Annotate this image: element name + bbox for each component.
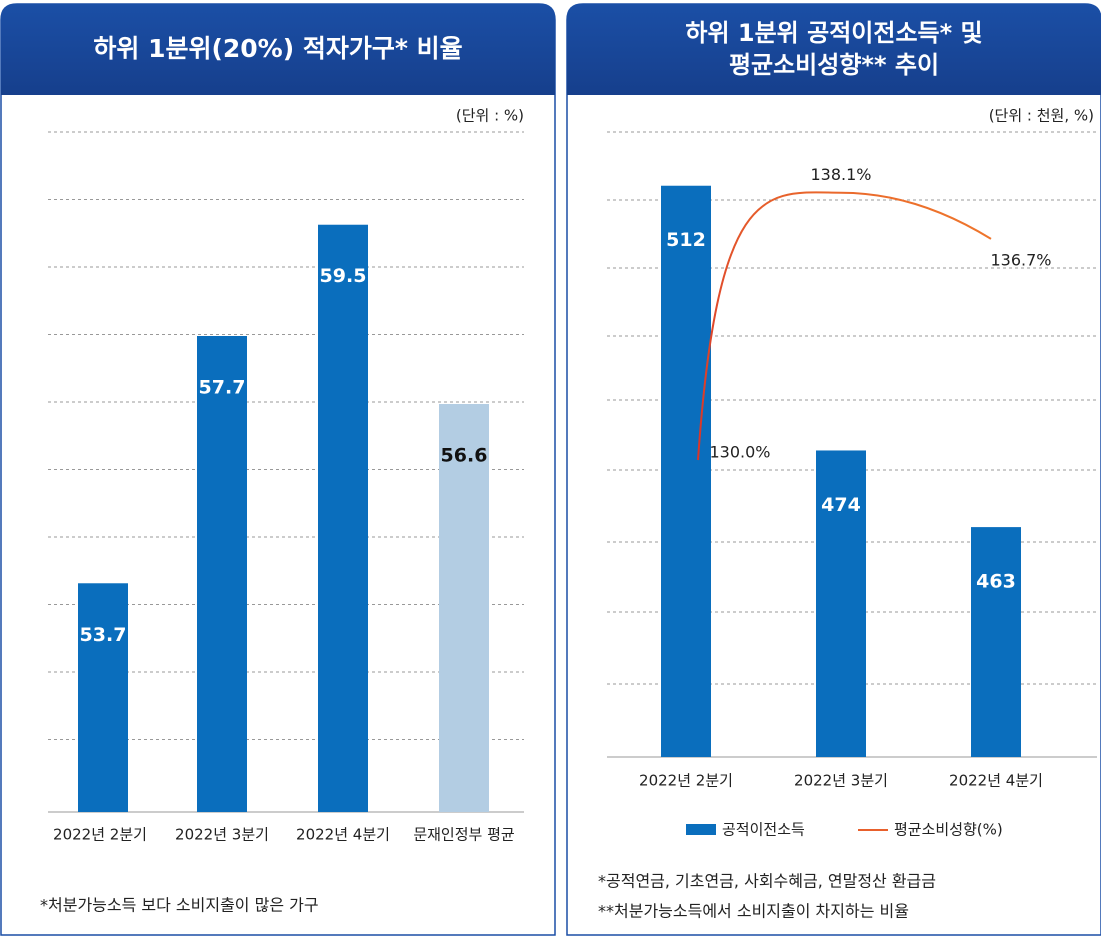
- x-tick-label: 문재인정부 평균: [413, 826, 515, 844]
- bar: [816, 450, 866, 757]
- bar: [971, 527, 1021, 757]
- panel-header: [1, 4, 555, 95]
- data-label: 463: [976, 571, 1016, 593]
- bar: [197, 336, 247, 812]
- unit-label: (단위 : 천원, %): [989, 107, 1094, 125]
- legend-label: 평균소비성향(%): [894, 821, 1003, 839]
- data-label: 512: [666, 229, 706, 251]
- data-label: 130.0%: [709, 443, 770, 462]
- footnote: *공적연금, 기초연금, 사회수혜금, 연말정산 환급금: [598, 872, 936, 891]
- unit-label: (단위 : %): [456, 107, 524, 125]
- x-tick-label: 2022년 4분기: [949, 772, 1043, 790]
- x-tick-label: 2022년 3분기: [175, 826, 269, 844]
- bar: [661, 185, 711, 757]
- x-tick-label: 2022년 2분기: [639, 772, 733, 790]
- footnote: **처분가능소득에서 소비지출이 차지하는 비율: [598, 902, 909, 921]
- footnote: *처분가능소득 보다 소비지출이 많은 가구: [40, 896, 319, 915]
- legend-label: 공적이전소득: [722, 821, 805, 839]
- x-tick-label: 2022년 2분기: [53, 826, 147, 844]
- bar: [439, 404, 489, 812]
- data-label: 56.6: [441, 445, 488, 467]
- chart-title: 하위 1분위(20%) 적자가구* 비율: [93, 34, 462, 63]
- bar: [78, 583, 128, 812]
- bar: [318, 224, 368, 812]
- data-label: 57.7: [199, 377, 246, 399]
- chart-title: 하위 1분위 공적이전소득* 및: [685, 19, 982, 47]
- data-label: 53.7: [80, 624, 127, 646]
- x-tick-label: 2022년 4분기: [296, 826, 390, 844]
- chart-title: 평균소비성향** 추이: [729, 51, 939, 79]
- legend-swatch: [686, 824, 716, 835]
- data-label: 138.1%: [810, 165, 871, 184]
- data-label: 136.7%: [990, 250, 1051, 269]
- data-label: 474: [821, 494, 861, 516]
- line-series: [697, 191, 992, 461]
- x-tick-label: 2022년 3분기: [794, 772, 888, 790]
- data-label: 59.5: [320, 265, 367, 287]
- panel-header: [567, 4, 1101, 95]
